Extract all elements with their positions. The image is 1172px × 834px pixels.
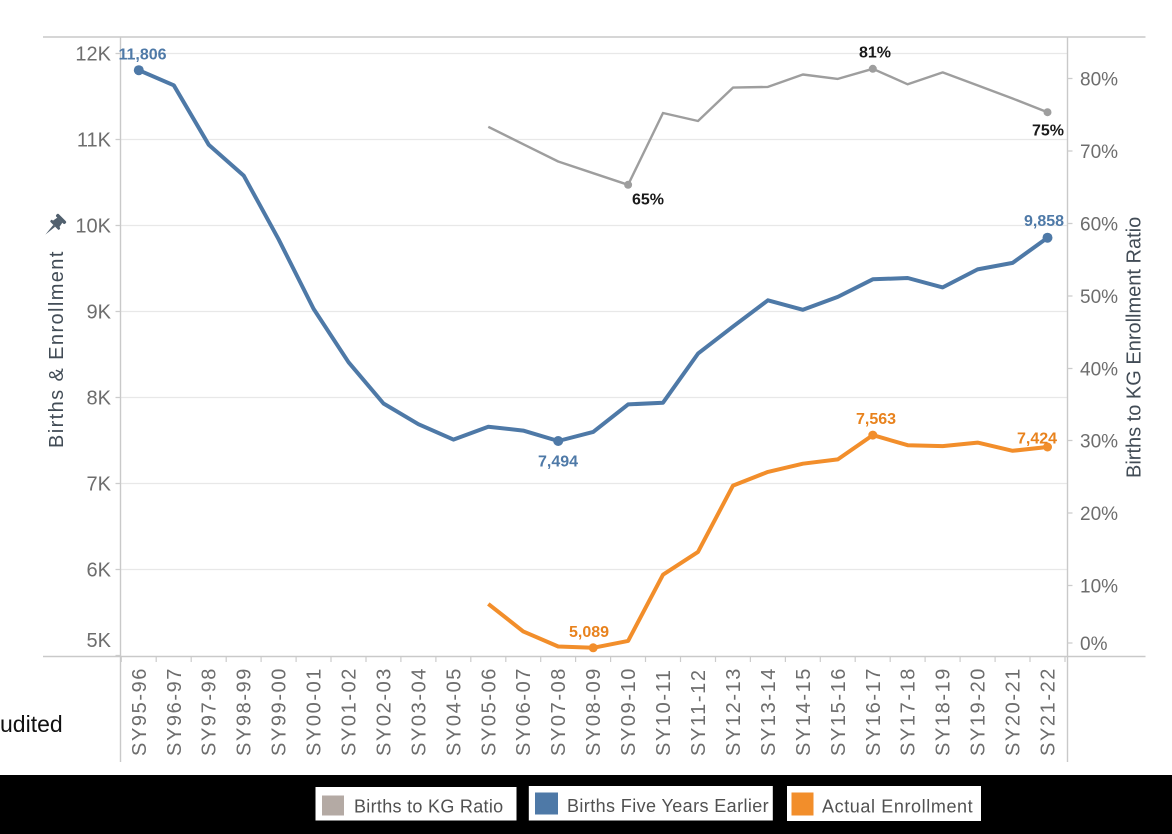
svg-text:SY98-99: SY98-99 [234, 667, 256, 756]
svg-text:11,806: 11,806 [118, 47, 166, 64]
svg-text:8K: 8K [87, 388, 112, 410]
svg-text:7,494: 7,494 [538, 454, 578, 471]
svg-text:10%: 10% [1080, 577, 1118, 598]
svg-text:0%: 0% [1080, 634, 1108, 655]
svg-text:SY96-97: SY96-97 [164, 667, 186, 756]
svg-text:SY01-02: SY01-02 [339, 667, 361, 756]
svg-text:6K: 6K [87, 560, 112, 582]
svg-text:SY03-04: SY03-04 [408, 667, 430, 756]
svg-text:11K: 11K [77, 130, 112, 152]
svg-text:SY15-16: SY15-16 [828, 667, 850, 756]
svg-text:SY13-14: SY13-14 [758, 667, 780, 756]
svg-text:5,089: 5,089 [569, 624, 609, 641]
svg-text:SY12-13: SY12-13 [723, 667, 745, 756]
svg-text:7,424: 7,424 [1017, 431, 1057, 448]
svg-text:70%: 70% [1080, 142, 1118, 163]
svg-text:SY04-05: SY04-05 [443, 667, 465, 756]
svg-text:40%: 40% [1080, 360, 1118, 381]
svg-text:SY19-20: SY19-20 [968, 667, 990, 756]
svg-text:Births Five Years Earlier: Births Five Years Earlier [567, 796, 769, 816]
svg-text:SY08-09: SY08-09 [583, 667, 605, 756]
svg-text:9K: 9K [87, 302, 112, 324]
svg-text:SY99-00: SY99-00 [269, 667, 291, 756]
svg-text:75%: 75% [1032, 123, 1064, 140]
svg-text:65%: 65% [632, 192, 664, 209]
svg-text:SY11-12: SY11-12 [688, 668, 710, 756]
svg-text:80%: 80% [1080, 70, 1118, 91]
svg-text:SY18-19: SY18-19 [933, 667, 955, 756]
svg-text:5K: 5K [87, 630, 112, 652]
svg-text:7K: 7K [87, 474, 112, 496]
svg-text:50%: 50% [1080, 287, 1118, 308]
svg-text:SY17-18: SY17-18 [898, 667, 920, 756]
svg-text:SY05-06: SY05-06 [478, 667, 500, 756]
svg-text:Births & Enrollment: Births & Enrollment [46, 250, 68, 448]
svg-text:Births to KG Enrollment Ratio: Births to KG Enrollment Ratio [1124, 217, 1146, 478]
svg-text:Births to KG Ratio: Births to KG Ratio [354, 797, 503, 817]
svg-text:SY20-21: SY20-21 [1003, 667, 1025, 756]
svg-text:SY97-98: SY97-98 [199, 667, 221, 756]
svg-text:udited: udited [0, 711, 63, 737]
svg-text:SY02-03: SY02-03 [374, 667, 396, 756]
svg-text:20%: 20% [1080, 504, 1118, 525]
svg-text:SY10-11: SY10-11 [653, 668, 675, 756]
svg-text:SY00-01: SY00-01 [304, 667, 326, 756]
svg-text:Actual Enrollment: Actual Enrollment [822, 797, 973, 817]
svg-text:9,858: 9,858 [1024, 213, 1064, 230]
svg-text:12K: 12K [75, 44, 111, 66]
svg-text:SY09-10: SY09-10 [618, 667, 640, 756]
svg-text:SY14-15: SY14-15 [793, 667, 815, 756]
svg-text:SY21-22: SY21-22 [1038, 667, 1060, 756]
svg-text:10K: 10K [75, 216, 111, 238]
svg-text:30%: 30% [1080, 432, 1118, 453]
svg-text:SY07-08: SY07-08 [548, 667, 570, 756]
svg-text:7,563: 7,563 [856, 411, 896, 428]
svg-text:81%: 81% [859, 45, 891, 62]
svg-text:SY95-96: SY95-96 [129, 667, 151, 756]
svg-text:60%: 60% [1080, 215, 1118, 236]
svg-text:SY16-17: SY16-17 [863, 667, 885, 756]
svg-text:SY06-07: SY06-07 [513, 667, 535, 756]
